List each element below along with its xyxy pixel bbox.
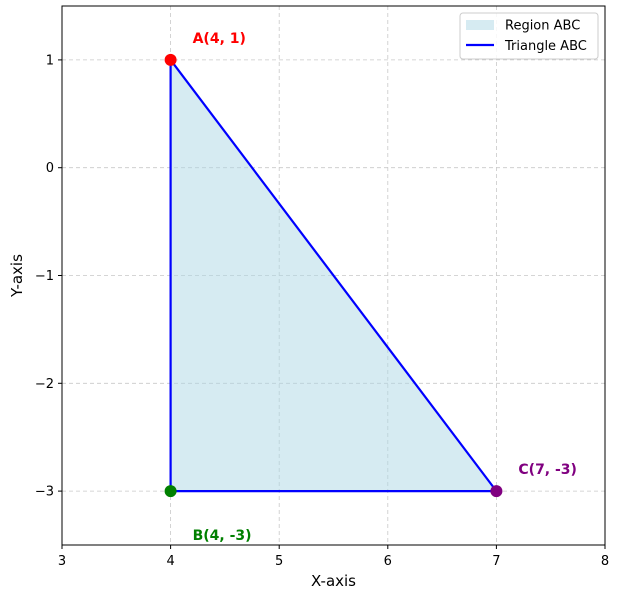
point-label-a: A(4, 1) xyxy=(193,31,246,47)
y-tick-label-3: 0 xyxy=(46,161,54,176)
x-axis-ticks: 3 4 5 6 7 8 xyxy=(58,545,609,569)
legend-box xyxy=(459,12,599,60)
y-tick-label-4: 1 xyxy=(46,53,54,68)
x-tick-label-5: 8 xyxy=(601,554,609,569)
y-axis-label: Y-axis xyxy=(8,254,26,298)
point-b xyxy=(164,485,177,498)
y-tick-label-2: −1 xyxy=(35,269,54,284)
vertex-points xyxy=(164,53,503,498)
x-tick-label-1: 4 xyxy=(166,554,174,569)
x-tick-label-0: 3 xyxy=(58,554,66,569)
point-label-c: C(7, -3) xyxy=(518,462,577,478)
legend-label-triangle: Triangle ABC xyxy=(504,39,587,54)
y-tick-label-0: −3 xyxy=(35,485,54,500)
x-tick-label-4: 7 xyxy=(492,554,500,569)
x-tick-label-3: 6 xyxy=(384,554,392,569)
triangle-abc-outline xyxy=(169,56,499,493)
legend: Region ABC Triangle ABC xyxy=(459,12,599,60)
point-label-b: B(4, -3) xyxy=(193,528,252,544)
x-axis-label: X-axis xyxy=(311,572,356,590)
vertex-labels: A(4, 1) B(4, -3) C(7, -3) xyxy=(193,31,577,544)
y-axis-ticks: −3 −2 −1 0 1 xyxy=(35,53,62,500)
point-c xyxy=(490,485,503,498)
legend-label-region: Region ABC xyxy=(505,19,580,34)
point-a xyxy=(164,53,177,66)
y-tick-label-1: −2 xyxy=(35,377,54,392)
x-tick-label-2: 5 xyxy=(275,554,283,569)
legend-swatch-region xyxy=(466,20,494,30)
